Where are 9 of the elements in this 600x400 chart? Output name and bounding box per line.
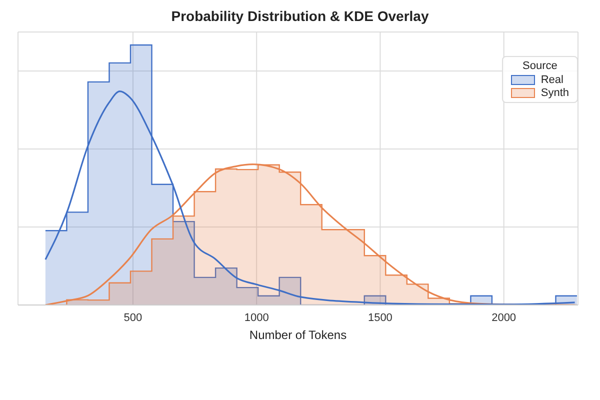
legend-label: Synth xyxy=(540,87,569,99)
x-tick-label: 1000 xyxy=(244,312,269,324)
x-tick-label: 500 xyxy=(124,312,142,324)
legend-label: Real xyxy=(540,74,564,86)
x-tick-label: 2000 xyxy=(492,312,516,324)
x-axis-title: Number of Tokens xyxy=(249,328,347,342)
chart-title: Probability Distribution & KDE Overlay xyxy=(170,8,430,26)
legend-title: Source xyxy=(522,60,558,72)
x-tick-label: 1500 xyxy=(368,312,392,324)
